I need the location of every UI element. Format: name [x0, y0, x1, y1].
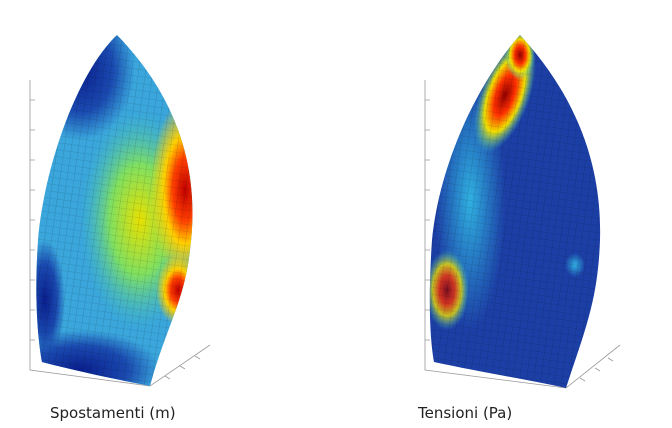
caption: Tensioni (Pa): [417, 404, 512, 422]
sail-stress: [429, 35, 601, 388]
axes-left: [29, 80, 211, 387]
caption: Spostamenti (m): [50, 404, 176, 422]
axes-right: [424, 80, 621, 389]
sail-displacement: [36, 35, 193, 386]
